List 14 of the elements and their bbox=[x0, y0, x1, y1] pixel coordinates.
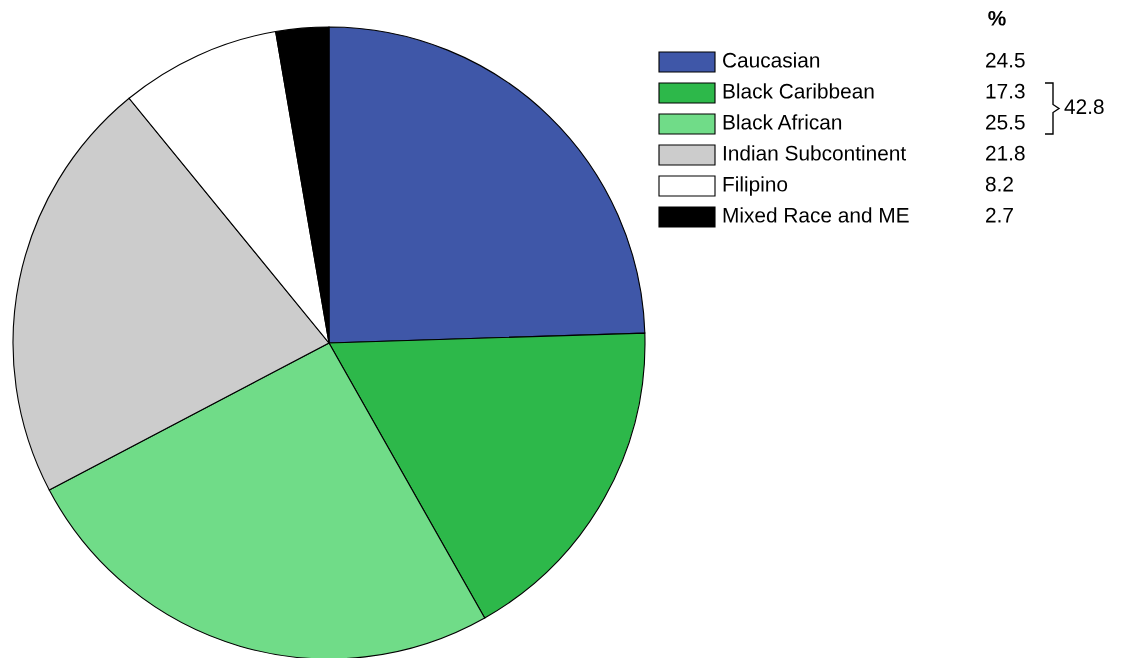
data-label: 8.2 bbox=[985, 176, 1013, 192]
data-label: 17.3 bbox=[986, 83, 1025, 99]
legend-label: Filipino bbox=[723, 176, 788, 196]
legend-label: Caucasian bbox=[723, 52, 820, 68]
data-label: 25.5 bbox=[986, 114, 1025, 130]
legend-label: Black Caribbean bbox=[723, 83, 874, 99]
legend-label: Indian Subcontinent bbox=[723, 145, 907, 161]
text: % bbox=[988, 10, 1006, 26]
data-label: 24.5 bbox=[986, 52, 1025, 68]
text: 42.8 bbox=[1064, 99, 1104, 115]
data-label: 2.7 bbox=[986, 207, 1013, 223]
data-label: 21.8 bbox=[986, 145, 1025, 161]
legend-label: Mixed Race and ME bbox=[723, 207, 909, 223]
legend-label: Black African bbox=[723, 114, 842, 130]
